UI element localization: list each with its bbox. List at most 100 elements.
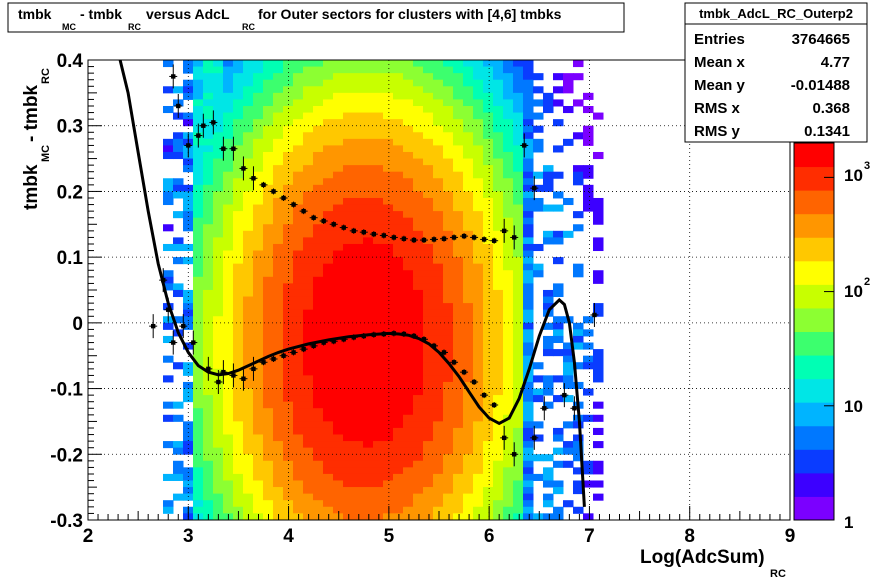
- heatmap-cell: [583, 460, 594, 468]
- heatmap-cell: [273, 434, 284, 442]
- heatmap-cell: [233, 381, 244, 389]
- heatmap-cell: [303, 506, 314, 514]
- color-scale-swatch: [794, 237, 834, 262]
- heatmap-cell: [423, 132, 434, 140]
- heatmap-cell: [413, 519, 424, 520]
- heatmap-cell: [293, 368, 304, 376]
- heatmap-cell: [493, 375, 504, 383]
- heatmap-cell: [483, 184, 494, 192]
- heatmap-cell: [533, 243, 544, 252]
- heatmap-cell: [293, 296, 304, 304]
- heatmap-cell: [253, 151, 264, 160]
- heatmap-cell: [323, 138, 334, 146]
- heatmap-cell: [243, 414, 254, 422]
- heatmap-cell: [373, 414, 384, 422]
- heatmap-cell: [403, 276, 414, 284]
- heatmap-cell: [593, 270, 604, 278]
- heatmap-cell: [413, 99, 424, 107]
- heatmap-cell: [283, 243, 294, 252]
- heatmap-cell: [343, 60, 354, 68]
- heatmap-cell: [413, 447, 424, 455]
- heatmap-cell: [403, 171, 414, 179]
- heatmap-cell: [213, 250, 224, 258]
- heatmap-cell: [193, 86, 204, 94]
- heatmap-cell: [363, 414, 374, 422]
- heatmap-cell: [473, 434, 484, 442]
- heatmap-cell: [303, 427, 314, 435]
- heatmap-cell: [523, 506, 534, 514]
- heatmap-cell: [163, 60, 174, 68]
- heatmap-cell: [433, 473, 444, 481]
- heatmap-cell: [383, 362, 394, 370]
- marker: [231, 373, 236, 378]
- heatmap-cell: [273, 362, 284, 370]
- heatmap-cell: [513, 257, 524, 265]
- heatmap-cell: [433, 316, 444, 324]
- heatmap-cell: [173, 138, 184, 146]
- heatmap-cell: [213, 105, 224, 114]
- heatmap-cell: [193, 79, 204, 87]
- heatmap-cell: [443, 408, 454, 416]
- profile-point: [189, 330, 198, 355]
- heatmap-cell: [403, 230, 414, 238]
- heatmap-cell: [433, 243, 444, 252]
- x-axis-label-sub: RC: [770, 568, 786, 578]
- heatmap-cell: [593, 401, 604, 409]
- heatmap-cell: [243, 119, 254, 127]
- heatmap-cell: [303, 408, 314, 416]
- heatmap-cell: [223, 427, 234, 435]
- heatmap-cell: [483, 513, 494, 520]
- heatmap-cell: [353, 184, 364, 192]
- heatmap-cell: [463, 86, 474, 94]
- heatmap-cell: [233, 79, 244, 87]
- heatmap-cell: [253, 289, 264, 298]
- heatmap-cell: [493, 165, 504, 173]
- heatmap-cell: [233, 408, 244, 416]
- heatmap-cell: [303, 355, 314, 363]
- heatmap-cell: [223, 519, 234, 520]
- heatmap-cell: [253, 408, 264, 416]
- heatmap-cell: [323, 243, 334, 252]
- heatmap-cell: [313, 296, 324, 304]
- heatmap-cell: [433, 454, 444, 462]
- heatmap-cell: [313, 145, 324, 153]
- heatmap-cell: [433, 381, 444, 389]
- heatmap-cell: [393, 487, 404, 495]
- heatmap-cell: [433, 73, 444, 81]
- heatmap-cell: [513, 296, 524, 304]
- heatmap-cell: [403, 355, 414, 363]
- heatmap-cell: [493, 283, 504, 291]
- heatmap-cell: [253, 138, 264, 146]
- heatmap-cell: [463, 355, 474, 363]
- heatmap-cell: [393, 408, 404, 416]
- color-scale-swatch: [794, 284, 834, 309]
- heatmap-cell: [473, 204, 484, 212]
- heatmap-cell: [293, 408, 304, 416]
- heatmap-cell: [453, 217, 464, 225]
- heatmap-cell: [293, 454, 304, 462]
- heatmap-cell: [383, 257, 394, 265]
- heatmap-cell: [353, 86, 364, 94]
- heatmap-cell: [173, 86, 184, 94]
- heatmap-cell: [263, 506, 274, 514]
- heatmap-cell: [253, 322, 264, 330]
- heatmap-cell: [293, 224, 304, 232]
- heatmap-cell: [233, 427, 244, 435]
- heatmap-cell: [243, 421, 254, 429]
- heatmap-cell: [443, 441, 454, 449]
- heatmap-cell: [523, 138, 534, 146]
- heatmap-cell: [353, 151, 364, 160]
- heatmap-cell: [553, 86, 564, 94]
- marker: [572, 406, 577, 411]
- heatmap-cell: [483, 197, 494, 206]
- profile-point: [500, 218, 509, 243]
- heatmap-cell: [373, 447, 384, 455]
- heatmap-cell: [593, 375, 604, 383]
- heatmap-cell: [533, 73, 544, 81]
- heatmap-cell: [493, 381, 504, 389]
- profile-point: [289, 349, 298, 356]
- title-part-3: versus AdcL: [146, 6, 230, 22]
- heatmap-cell: [343, 342, 354, 350]
- heatmap-cell: [453, 309, 464, 317]
- heatmap-cell: [183, 191, 194, 199]
